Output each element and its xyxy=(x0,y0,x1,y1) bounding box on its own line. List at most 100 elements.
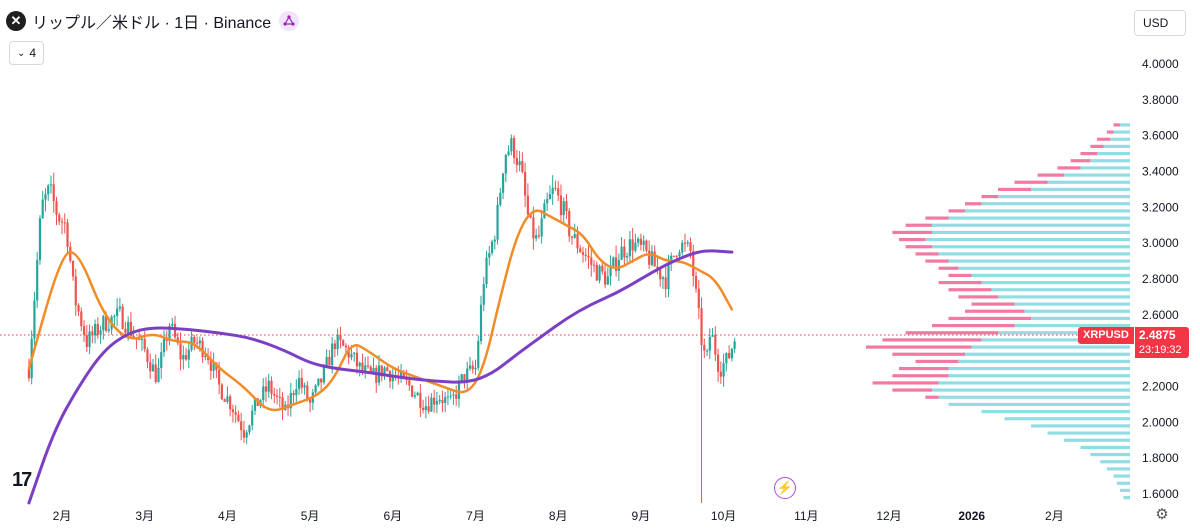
candle-body xyxy=(402,371,405,377)
candle-body xyxy=(703,344,706,351)
candle-body xyxy=(121,306,124,329)
vp-bar-down xyxy=(1080,151,1097,156)
candle-body xyxy=(380,365,383,377)
candle-body xyxy=(253,398,257,411)
candle-body xyxy=(325,356,328,366)
time-axis[interactable]: 2月 3月 4月 5月 6月 7月 8月 9月 10月 11月 12月 2026 2月 xyxy=(53,509,1064,523)
candle-body xyxy=(433,397,436,405)
candle-body xyxy=(606,276,609,285)
candle-body xyxy=(565,201,568,212)
vp-bar-down xyxy=(1106,130,1114,134)
candle-body xyxy=(444,397,447,404)
candle-body xyxy=(535,235,538,239)
candle-body xyxy=(55,201,58,215)
vp-bar-up xyxy=(981,409,1130,414)
candle-body xyxy=(512,138,516,159)
candle-body xyxy=(474,367,477,370)
candle-body xyxy=(372,367,375,373)
vp-bar-up xyxy=(981,280,1130,285)
tradingview-logo-icon[interactable]: 17 xyxy=(12,469,32,491)
price-tick-label: 3.0000 xyxy=(1142,236,1179,250)
ai-sparkle-icon[interactable] xyxy=(279,11,300,31)
vp-bar-up xyxy=(1014,323,1130,328)
candle-body xyxy=(234,412,237,415)
candle-body xyxy=(642,240,645,245)
candle-body xyxy=(705,350,709,352)
vp-bar-down xyxy=(981,194,998,199)
candle-body xyxy=(579,248,582,253)
vp-bar-down xyxy=(1070,159,1091,163)
candle-body xyxy=(515,158,518,166)
chevron-down-icon: ⌄ xyxy=(17,47,26,59)
candle-body xyxy=(146,349,149,363)
vp-bar-up xyxy=(1004,417,1130,421)
candle-body xyxy=(601,265,604,272)
candle-body xyxy=(722,363,725,377)
candle-body xyxy=(366,365,370,367)
candle-body xyxy=(77,305,80,312)
lightning-icon[interactable]: ⚡ xyxy=(774,477,796,499)
symbol-title[interactable]: リップル／米ドル · 1日 · Binance xyxy=(32,15,272,32)
time-tick-label: 6月 xyxy=(383,509,402,523)
candle-body xyxy=(557,188,560,196)
vp-bar-down xyxy=(932,323,1015,328)
candle-body xyxy=(331,343,334,366)
vp-bar-down xyxy=(958,295,998,299)
candle-body xyxy=(590,257,593,265)
candle-body xyxy=(719,371,722,377)
vp-bar-up xyxy=(1080,445,1130,450)
candle-body xyxy=(700,308,703,345)
candle-body xyxy=(524,172,527,196)
ripple-logo-icon: ✕ xyxy=(6,11,26,31)
candle-body xyxy=(113,315,116,317)
candle-body xyxy=(124,328,127,333)
vp-bar-down xyxy=(1037,173,1064,177)
badge-symbol: XRPUSD xyxy=(1078,327,1134,344)
vp-bar-up xyxy=(932,223,1130,227)
price-tick-label: 4.0000 xyxy=(1142,57,1179,71)
candle-body xyxy=(204,355,207,358)
vp-bar-down xyxy=(948,316,1031,321)
candle-body xyxy=(626,256,629,258)
candle-body xyxy=(281,397,284,411)
price-axis[interactable]: 1.60001.80002.00002.20002.40002.60002.80… xyxy=(1142,57,1179,501)
gear-icon[interactable]: ⚙ xyxy=(1155,506,1169,523)
candle-body xyxy=(532,217,535,239)
vp-bar-up xyxy=(981,202,1130,206)
candle-body xyxy=(546,199,549,204)
moving-averages xyxy=(27,209,734,505)
vp-bar-up xyxy=(1116,481,1130,485)
vp-bar-up xyxy=(958,359,1130,364)
time-tick-label: 12月 xyxy=(876,509,901,523)
vp-bar-up xyxy=(938,252,1130,256)
candle-body xyxy=(670,255,673,263)
ma-long-line xyxy=(27,249,734,505)
candle-body xyxy=(383,367,386,377)
candle-body xyxy=(118,306,121,309)
candle-body xyxy=(149,362,152,372)
candle-body xyxy=(229,396,232,410)
vp-bar-up xyxy=(1047,431,1130,435)
candle-body xyxy=(628,239,631,257)
candle-body xyxy=(609,266,612,277)
candle-body xyxy=(466,368,469,383)
candle-body xyxy=(543,203,546,219)
candle-body xyxy=(173,323,177,338)
vp-bar-down xyxy=(948,273,972,278)
candle-body xyxy=(201,340,204,358)
candle-body xyxy=(264,386,268,392)
price-tick-label: 2.2000 xyxy=(1142,380,1179,394)
candle-body xyxy=(27,368,31,379)
candle-body xyxy=(681,242,684,253)
price-badge: XRPUSD 2.4875 23:19:32 xyxy=(1078,327,1189,358)
indicators-collapse-button[interactable]: ⌄ 4 xyxy=(9,41,45,65)
candle-body xyxy=(529,214,532,218)
candle-body xyxy=(336,334,339,350)
candle-body xyxy=(220,384,223,400)
currency-selector[interactable]: USD xyxy=(1134,10,1186,36)
vp-bar-down xyxy=(925,395,939,399)
candle-body xyxy=(692,251,695,276)
candle-body xyxy=(455,394,458,399)
candle-body xyxy=(223,399,226,402)
